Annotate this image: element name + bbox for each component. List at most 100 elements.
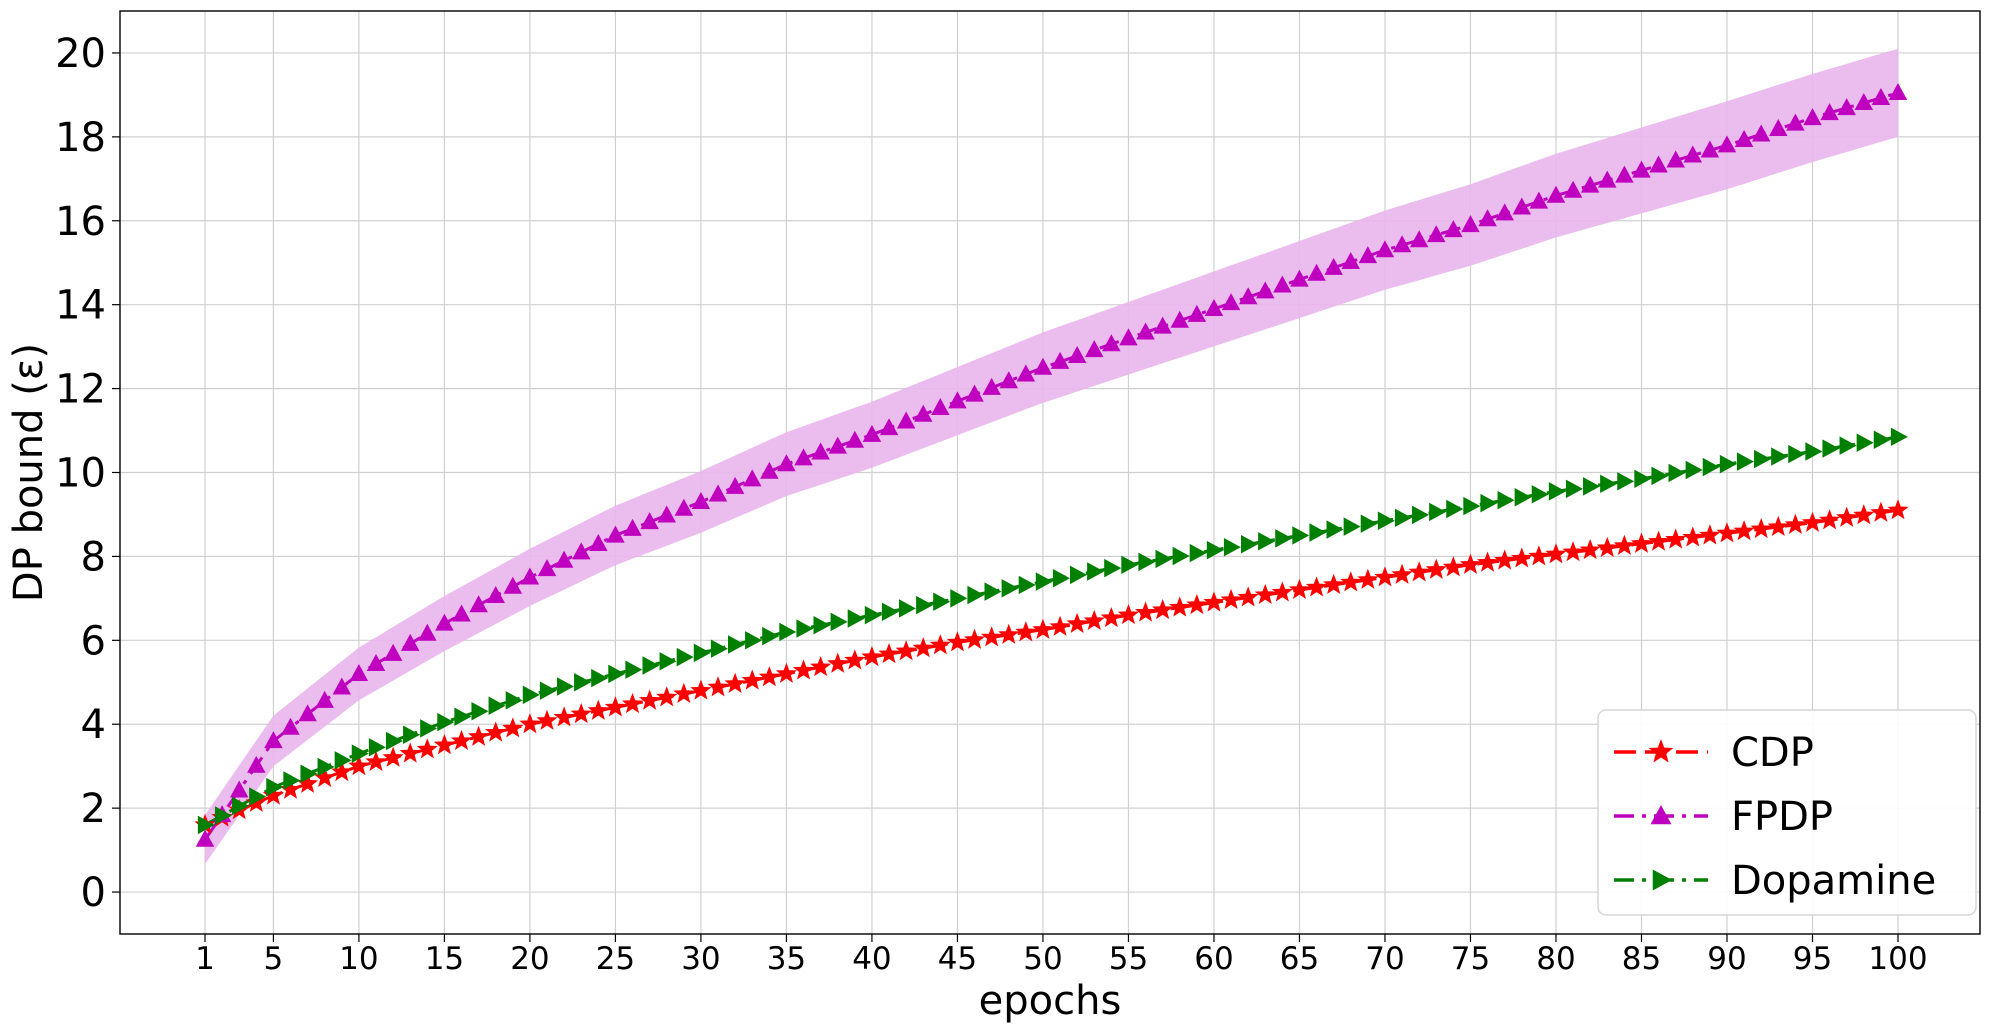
cdp-marker: [1801, 511, 1824, 532]
cdp-marker: [1716, 522, 1738, 543]
confidence-bands: [205, 48, 1898, 865]
fpdp-marker: [1529, 191, 1549, 209]
dopamine-marker: [1497, 490, 1515, 510]
fpdp-marker: [1461, 215, 1480, 233]
cdp-marker: [1630, 532, 1653, 553]
fpdp-marker: [811, 442, 830, 460]
dopamine-marker: [1087, 562, 1105, 581]
cdp-marker: [314, 766, 336, 787]
legend-cdp-marker: [1648, 739, 1674, 763]
fpdp-marker: [1734, 129, 1754, 147]
fpdp-marker: [896, 411, 916, 429]
cdp-marker: [262, 784, 284, 805]
dopamine-marker: [659, 652, 677, 671]
cdp-marker: [929, 634, 951, 655]
fpdp-marker: [1102, 334, 1121, 352]
dopamine-marker: [950, 589, 968, 608]
fpdp-marker: [589, 533, 608, 551]
cdp-marker: [1647, 530, 1670, 551]
dopamine-marker: [676, 647, 694, 667]
dopamine-marker: [1377, 511, 1395, 530]
dopamine-marker: [1514, 488, 1532, 507]
cdp-marker: [1545, 543, 1567, 564]
dopamine-marker: [1822, 439, 1840, 458]
dopamine-marker: [403, 725, 421, 744]
cdp-marker: [878, 643, 900, 664]
x-tick-label: 70: [1365, 941, 1404, 977]
cdp-marker: [382, 746, 404, 767]
cdp-marker: [1494, 549, 1516, 570]
dopamine-marker: [539, 681, 557, 700]
dopamine-marker: [1634, 469, 1652, 489]
fpdp-marker: [845, 430, 865, 448]
dopamine-marker: [898, 599, 916, 618]
cdp-marker: [946, 631, 969, 652]
fpdp-marker: [777, 454, 796, 472]
cdp-marker: [1083, 609, 1105, 631]
legend-dopamine-label: Dopamine: [1731, 858, 1936, 904]
x-tick-label: 15: [425, 941, 464, 977]
fpdp-marker: [1050, 351, 1070, 369]
fpdp-marker: [982, 377, 1001, 395]
dopamine-marker: [283, 771, 301, 790]
fpdp-marker: [349, 664, 369, 682]
dopamine-marker: [437, 712, 455, 732]
fpdp-marker: [828, 436, 847, 454]
cdp-marker: [1853, 504, 1875, 525]
cdp-marker: [1819, 509, 1841, 530]
cdp-marker: [1032, 618, 1054, 639]
cdp-marker: [707, 676, 729, 697]
dopamine-marker: [1035, 572, 1053, 591]
cdp-marker: [1784, 513, 1806, 534]
dopamine-marker: [1206, 540, 1224, 560]
cdp-marker: [1203, 591, 1225, 612]
dopamine-marker: [1018, 575, 1036, 595]
dopamine-marker: [1258, 532, 1276, 551]
x-tick-label: 45: [938, 941, 977, 977]
dopamine-marker: [1172, 546, 1190, 566]
dopamine-marker: [1719, 454, 1737, 474]
cdp-marker: [1511, 547, 1533, 568]
dopamine-marker: [933, 592, 951, 611]
fpdp-marker: [708, 484, 728, 502]
cdp-marker: [587, 699, 609, 720]
dopamine-marker: [1429, 502, 1447, 522]
cdp-marker: [416, 738, 438, 759]
fpdp-marker: [1803, 108, 1822, 126]
x-tick-label: 30: [681, 941, 720, 977]
fpdp-marker: [1290, 269, 1309, 287]
x-tick-label: 1: [195, 941, 215, 977]
fpdp-marker: [965, 384, 984, 402]
dopamine-marker: [693, 643, 711, 663]
x-tick-label: 65: [1280, 941, 1319, 977]
dopamine-marker: [249, 787, 267, 806]
y-tick-label: 8: [81, 534, 106, 580]
dopamine-marker: [232, 796, 250, 816]
dopamine-marker: [368, 738, 386, 757]
cdp-marker: [450, 729, 473, 751]
dopamine-marker: [1565, 479, 1583, 499]
dopamine-marker: [1394, 508, 1412, 528]
cdp-marker: [775, 662, 798, 683]
x-tick-label: 50: [1023, 941, 1062, 977]
cdp-marker: [1665, 528, 1687, 549]
dopamine-marker: [1412, 505, 1430, 525]
fpdp-marker: [1615, 165, 1634, 183]
cdp-marker: [1357, 568, 1379, 589]
dopamine-marker: [847, 609, 865, 628]
dopamine-marker: [1788, 444, 1806, 464]
dopamine-marker: [1617, 472, 1635, 491]
fpdp-marker: [862, 424, 882, 442]
fpdp-marker: [315, 690, 334, 708]
dopamine-marker: [574, 673, 592, 692]
fpdp-marker: [1033, 357, 1053, 375]
fpdp-confidence-band: [205, 48, 1898, 865]
dopamine-marker: [984, 582, 1002, 601]
dopamine-marker: [317, 757, 335, 777]
dopamine-marker: [1600, 474, 1618, 494]
legend-dopamine-marker: [1652, 869, 1672, 891]
fpdp-marker: [1837, 98, 1856, 116]
cdp-marker: [1733, 520, 1755, 541]
cdp-marker: [1699, 524, 1721, 545]
